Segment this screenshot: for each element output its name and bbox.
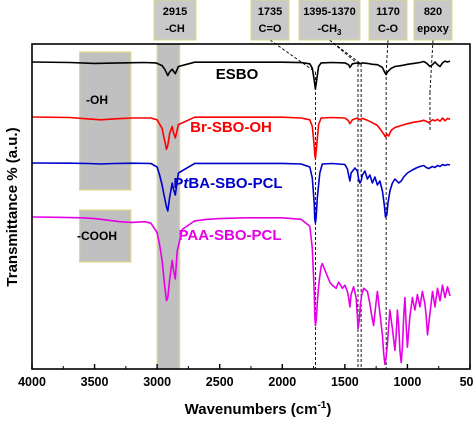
series-label: Br-SBO-OH	[190, 119, 272, 136]
series-line	[31, 216, 451, 366]
annotation-box	[413, 0, 453, 41]
x-tick-label: 3500	[81, 375, 109, 389]
annotation-wavenumber: 2915	[163, 6, 187, 18]
x-tick-label: 3000	[143, 375, 171, 389]
annotation-wavenumber: 1170	[376, 6, 400, 18]
annotation-group: epoxy	[417, 23, 450, 35]
shaded-regions-layer: -OH -COOH	[77, 43, 181, 370]
x-tick-label: 1000	[394, 375, 422, 389]
series-label: PAA-SBO-PCL	[178, 227, 281, 244]
x-axis-title-main: Wavenumbers (cm	[185, 401, 318, 418]
annotation-lines-layer	[269, 39, 434, 369]
annotation-wavenumber: 1395-1370	[303, 6, 356, 18]
annotation-box	[298, 0, 361, 41]
annotation-box	[153, 0, 197, 41]
annotation-box	[250, 0, 290, 41]
x-axis-title: Wavenumbers (cm-1)	[185, 400, 332, 418]
series-label: ESBO	[216, 66, 259, 83]
annotation-boxes-layer: 2915 -CH 1735 C=O 1395-1370 -CH3 1170 C-O 820 epo…	[153, 0, 453, 41]
annotation-box	[368, 0, 408, 41]
x-axis-title-superscript: -1	[317, 400, 326, 411]
annotation-group: -CH	[165, 23, 185, 35]
x-tick-label: 2500	[206, 375, 234, 389]
region-label: -COOH	[77, 229, 117, 243]
series-line	[31, 162, 451, 224]
series-labels-layer: ESBO Br-SBO-OH PtBA-SBO-PCL PAA-SBO-PCL	[173, 66, 282, 244]
annotation-group: -CH3	[317, 23, 342, 37]
x-tick-label: 4000	[18, 375, 46, 389]
x-axis-title-tail: )	[326, 401, 331, 418]
region-label: -OH	[86, 93, 108, 107]
x-tick-label: 1500	[331, 375, 359, 389]
series-line	[31, 116, 451, 160]
annotation-group: C-O	[378, 23, 399, 35]
series-layer	[31, 60, 451, 366]
x-tick-label: 2000	[268, 375, 296, 389]
annotation-wavenumber: 820	[424, 6, 442, 18]
shaded-region	[78, 51, 132, 191]
annotation-leader	[385, 39, 389, 73]
series-label: PtBA-SBO-PCL	[173, 175, 282, 192]
x-ticks-layer: 4000 3500 3000 2500 2000 1500 1000 500	[18, 364, 474, 389]
series-line	[31, 60, 451, 90]
annotation-wavenumber: 1735	[258, 6, 282, 18]
x-tick-label: 500	[460, 375, 474, 389]
y-axis-title: Transmittance % (a.u.)	[4, 127, 21, 286]
annotation-group: C=O	[259, 23, 282, 35]
annotation-leader	[269, 39, 316, 73]
